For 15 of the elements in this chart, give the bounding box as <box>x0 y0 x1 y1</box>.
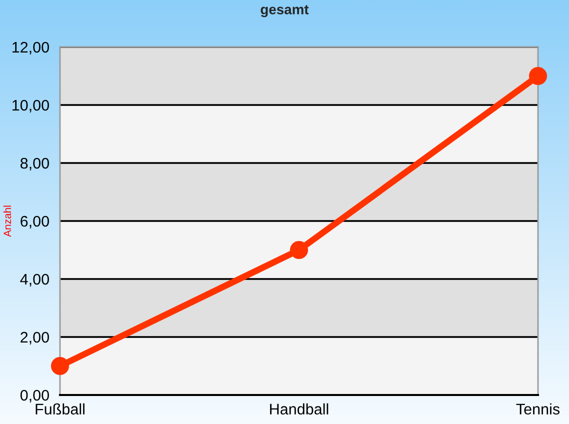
y-tick-label: 6,00 <box>20 216 49 228</box>
point <box>528 66 548 86</box>
x-tick-label: Handball <box>270 403 328 415</box>
y-tick-label: 4,00 <box>20 274 49 286</box>
point <box>50 356 70 376</box>
y-tick-label: 2,00 <box>20 332 49 344</box>
y-tick-label: 10,00 <box>12 100 49 112</box>
point <box>290 240 308 260</box>
x-tick-label: Fußball <box>36 403 84 415</box>
y-tick-label: 8,00 <box>20 158 49 170</box>
chart-title: gesamt <box>260 5 309 18</box>
x-tick-label: Tennis <box>516 403 560 415</box>
y-tick-label: 0,00 <box>20 390 49 402</box>
y-axis-title: Anzahl <box>3 206 12 237</box>
y-tick-label: 12,00 <box>12 42 49 54</box>
